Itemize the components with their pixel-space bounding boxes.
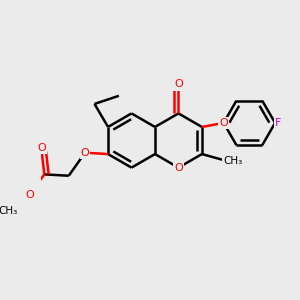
Text: CH₃: CH₃ [224, 156, 243, 167]
Text: CH₃: CH₃ [0, 206, 17, 216]
Text: O: O [174, 80, 183, 89]
Text: O: O [219, 118, 228, 128]
Text: O: O [25, 190, 34, 200]
Text: O: O [174, 163, 183, 172]
Text: O: O [37, 143, 46, 153]
Text: F: F [275, 118, 281, 128]
Text: O: O [81, 148, 89, 158]
